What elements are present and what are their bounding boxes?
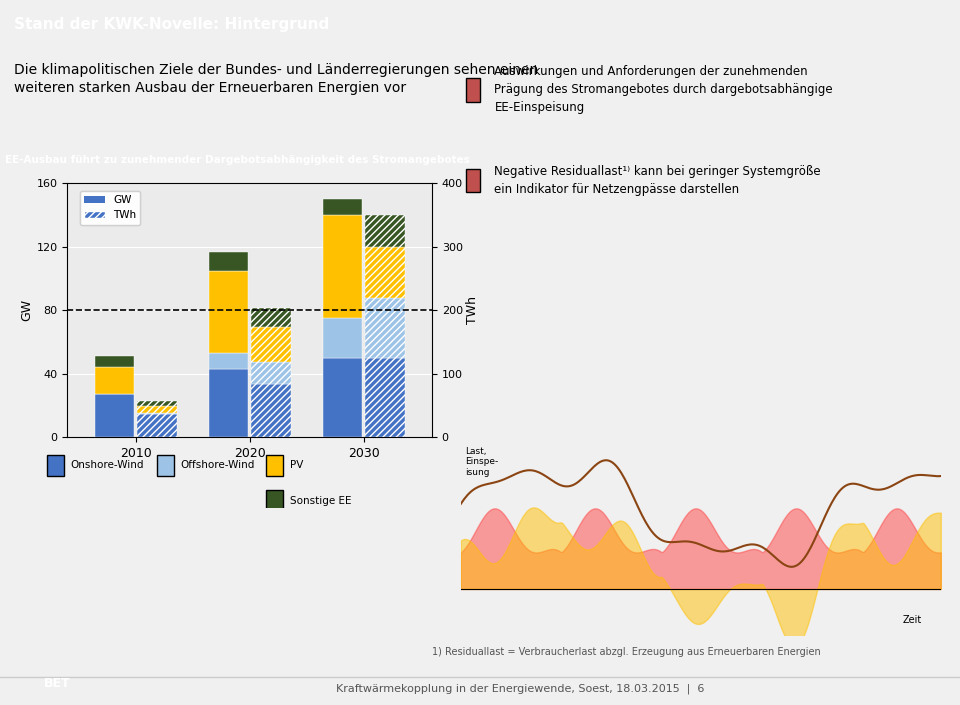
Legend: GW, TWh: GW, TWh xyxy=(80,191,140,225)
Bar xyxy=(365,358,405,437)
Bar xyxy=(323,358,363,437)
Bar xyxy=(136,400,177,405)
Bar xyxy=(251,384,291,437)
FancyBboxPatch shape xyxy=(267,490,283,511)
Text: Sonstige EE: Sonstige EE xyxy=(290,496,351,505)
Bar xyxy=(208,353,249,369)
Text: EE-Ausbau führt zu zunehmender Dargebotsabhängigkeit des Stromangebotes: EE-Ausbau führt zu zunehmender Dargebots… xyxy=(5,155,469,166)
FancyBboxPatch shape xyxy=(267,455,283,476)
Y-axis label: TWh: TWh xyxy=(466,296,479,324)
Bar xyxy=(208,252,249,271)
FancyBboxPatch shape xyxy=(47,455,63,476)
Text: Negative Residuallast¹⁾ kann bei geringer Systemgröße
ein Indikator für Netzengp: Negative Residuallast¹⁾ kann bei geringe… xyxy=(494,165,821,196)
Y-axis label: GW: GW xyxy=(20,299,34,321)
Text: 1) Residuallast = Verbraucherlast abzgl. Erzeugung aus Erneuerbaren Energien: 1) Residuallast = Verbraucherlast abzgl.… xyxy=(432,647,821,657)
Bar xyxy=(365,298,405,358)
Bar xyxy=(208,271,249,353)
FancyBboxPatch shape xyxy=(466,168,480,192)
FancyBboxPatch shape xyxy=(466,78,480,102)
FancyBboxPatch shape xyxy=(156,455,174,476)
Bar xyxy=(251,327,291,362)
Text: Offshore-Wind: Offshore-Wind xyxy=(180,460,254,470)
Bar xyxy=(323,318,363,358)
Bar xyxy=(323,199,363,215)
Bar xyxy=(251,308,291,327)
Text: BET: BET xyxy=(44,678,71,690)
Text: Zeit: Zeit xyxy=(902,615,922,625)
Text: Onshore-Wind: Onshore-Wind xyxy=(70,460,144,470)
Text: Die klimapolitischen Ziele der Bundes- und Länderregierungen sehen einen
weitere: Die klimapolitischen Ziele der Bundes- u… xyxy=(14,63,539,95)
Text: Auswirkungen und Anforderungen der zunehmenden
Prägung des Stromangebotes durch : Auswirkungen und Anforderungen der zuneh… xyxy=(494,65,833,114)
Bar xyxy=(365,247,405,298)
Text: PV: PV xyxy=(290,460,303,470)
Bar xyxy=(95,394,134,437)
Bar xyxy=(208,369,249,437)
Bar xyxy=(95,367,134,394)
Text: Last,
Einspe-
isung: Last, Einspe- isung xyxy=(466,447,499,477)
Bar xyxy=(95,356,134,367)
Text: Stand der KWK-Novelle: Hintergrund: Stand der KWK-Novelle: Hintergrund xyxy=(14,17,329,32)
Bar xyxy=(251,362,291,384)
Bar xyxy=(323,215,363,318)
Bar xyxy=(136,414,177,437)
Text: Kraftwärmekopplung in der Energiewende, Soest, 18.03.2015  |  6: Kraftwärmekopplung in der Energiewende, … xyxy=(336,684,705,694)
Bar xyxy=(365,215,405,247)
Bar xyxy=(136,405,177,413)
